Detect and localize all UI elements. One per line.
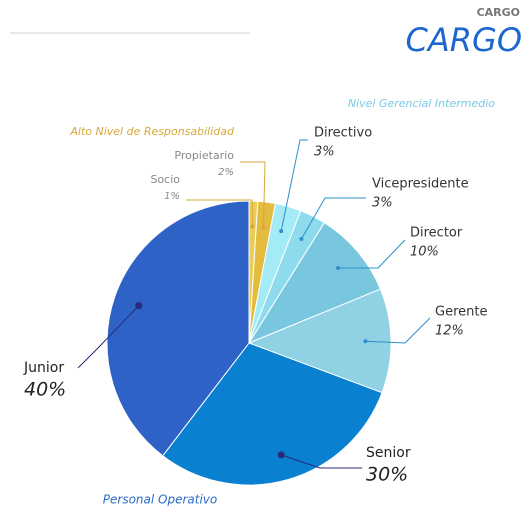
pie-slice <box>247 288 392 394</box>
pie-slice <box>247 221 382 345</box>
supertitle: CARGO <box>477 6 520 19</box>
leader-line <box>338 239 406 269</box>
leader-dot <box>336 265 341 270</box>
group-label: Nivel Gerencial Intermedio <box>348 97 495 110</box>
pie-slice <box>162 342 383 486</box>
leader-line <box>186 199 254 227</box>
leader-line <box>300 197 366 240</box>
chart-title: CARGO <box>406 21 522 59</box>
category-label: Propietario <box>174 149 234 162</box>
value-label: 3% <box>372 196 393 211</box>
group-label: Alto Nivel de Responsabilidad <box>69 125 235 138</box>
category-label: Junior <box>23 360 64 376</box>
category-label: Director <box>410 226 463 241</box>
leader-dot <box>363 339 368 344</box>
leader-dot <box>250 224 255 229</box>
category-label: Directivo <box>314 126 372 141</box>
value-label: 2% <box>218 167 234 178</box>
leader-dot <box>279 229 284 234</box>
category-label: Gerente <box>435 305 487 320</box>
value-label: 40% <box>24 379 66 401</box>
pie-slice <box>106 200 250 457</box>
leader-line <box>281 454 362 469</box>
leader-line <box>240 161 266 228</box>
category-label: Socio <box>150 173 180 186</box>
group-label: Personal Operativo <box>103 493 217 507</box>
leader-line <box>365 317 431 344</box>
value-label: 3% <box>314 145 335 160</box>
value-label: 10% <box>410 245 439 260</box>
leader-dot <box>299 237 304 242</box>
leader-dot <box>277 451 285 459</box>
leader-dot <box>261 225 266 230</box>
value-label: 12% <box>435 324 464 339</box>
leader-line <box>280 139 308 232</box>
leader-line <box>77 305 140 369</box>
leader-dot <box>135 302 143 310</box>
category-label: Senior <box>366 445 411 461</box>
category-label: Vicepresidente <box>372 177 469 192</box>
value-label: 1% <box>164 191 180 202</box>
value-label: 30% <box>366 464 408 486</box>
